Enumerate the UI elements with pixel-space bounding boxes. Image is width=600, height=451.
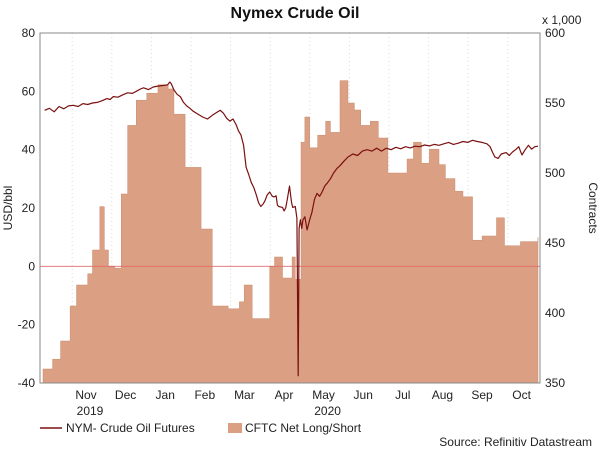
year-label-2019: 2019 — [77, 404, 104, 418]
left-tick-label: 60 — [22, 84, 36, 98]
legend: NYM- Crude Oil Futures CFTC Net Long/Sho… — [40, 421, 362, 435]
right-tick-label: 450 — [545, 236, 565, 250]
legend-label-cftc: CFTC Net Long/Short — [245, 421, 362, 435]
right-axis-label: Contracts — [586, 182, 600, 233]
source-note: Source: Refinitiv Datastream — [439, 435, 592, 449]
cftc-area-layer — [42, 80, 539, 384]
right-axis-multiplier: x 1,000 — [542, 13, 582, 27]
chart-title: Nymex Crude Oil — [231, 5, 360, 22]
left-tick-label: 80 — [22, 26, 36, 40]
month-label-jul: Jul — [395, 388, 410, 402]
legend-area-swatch — [228, 423, 242, 433]
month-label-may: May — [312, 388, 335, 402]
right-axis-ticks: 600 550 500 450 400 350 — [545, 26, 565, 390]
year-label-2020: 2020 — [314, 404, 341, 418]
right-tick-label: 500 — [545, 166, 565, 180]
cftc-net-long-short-area — [42, 80, 539, 384]
left-tick-label: 20 — [22, 201, 36, 215]
right-tick-label: 350 — [545, 376, 565, 390]
month-label-feb: Feb — [194, 388, 215, 402]
left-tick-label: 40 — [22, 143, 36, 157]
month-label-sep: Sep — [471, 388, 493, 402]
month-label-apr: Apr — [275, 388, 294, 402]
left-tick-label: 0 — [28, 259, 35, 273]
right-tick-label: 400 — [545, 306, 565, 320]
left-tick-label: -20 — [18, 318, 36, 332]
right-tick-label: 550 — [545, 96, 565, 110]
month-label-aug: Aug — [432, 388, 453, 402]
legend-label-futures: NYM- Crude Oil Futures — [66, 421, 195, 435]
futures-line-layer — [44, 81, 539, 377]
month-label-oct: Oct — [512, 388, 531, 402]
left-axis-ticks: 80 60 40 20 0 -20 -40 — [18, 26, 36, 390]
x-axis-ticks: Nov Dec Jan Feb Mar Apr May Jun Jul Aug Sep Oct 2019… — [75, 388, 531, 418]
month-label-jan: Jan — [156, 388, 175, 402]
left-tick-label: -40 — [18, 376, 36, 390]
crude-oil-futures-line — [44, 81, 539, 377]
right-tick-label: 600 — [545, 26, 565, 40]
month-label-mar: Mar — [234, 388, 255, 402]
plot-frame — [39, 32, 541, 384]
month-label-nov: Nov — [75, 388, 96, 402]
month-label-dec: Dec — [115, 388, 136, 402]
month-label-jun: Jun — [354, 388, 373, 402]
left-axis-label: USD/bbl — [1, 186, 15, 231]
